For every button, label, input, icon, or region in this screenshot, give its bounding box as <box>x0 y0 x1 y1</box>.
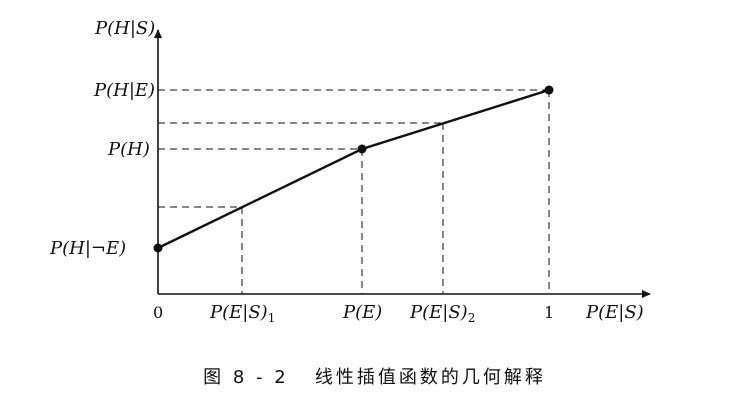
x-tick-p-e: P(E) <box>342 302 382 323</box>
interpolation-diagram: P(H|S) P(E|S) P(H|E) P(H) P(H|¬E) 0 P(E|… <box>49 18 651 325</box>
point-p-e-p-h <box>357 144 367 154</box>
figure-title: 线性插值函数的几何解释 <box>314 367 546 388</box>
y-axis-label: P(H|S) <box>94 18 155 39</box>
x-axis-label: P(E|S) <box>585 302 644 323</box>
y-tick-p-h-given-not-e: P(H|¬E) <box>49 238 126 259</box>
figure-caption: 图 8 - 2 线性插值函数的几何解释 <box>0 363 749 389</box>
point-one-p-h-given-e <box>544 85 554 95</box>
figure-number: 图 8 - 2 <box>203 367 289 388</box>
y-tick-p-h: P(H) <box>107 139 150 160</box>
y-tick-p-h-given-e: P(H|E) <box>93 80 155 101</box>
x-tick-p-e-s-1: P(E|S)1 <box>209 302 275 325</box>
x-tick-one: 1 <box>544 303 554 322</box>
x-tick-p-e-s-2: P(E|S)2 <box>409 302 475 325</box>
interpolation-line <box>157 88 550 250</box>
point-p-h-given-not-e <box>153 243 163 253</box>
x-tick-zero: 0 <box>153 303 163 322</box>
